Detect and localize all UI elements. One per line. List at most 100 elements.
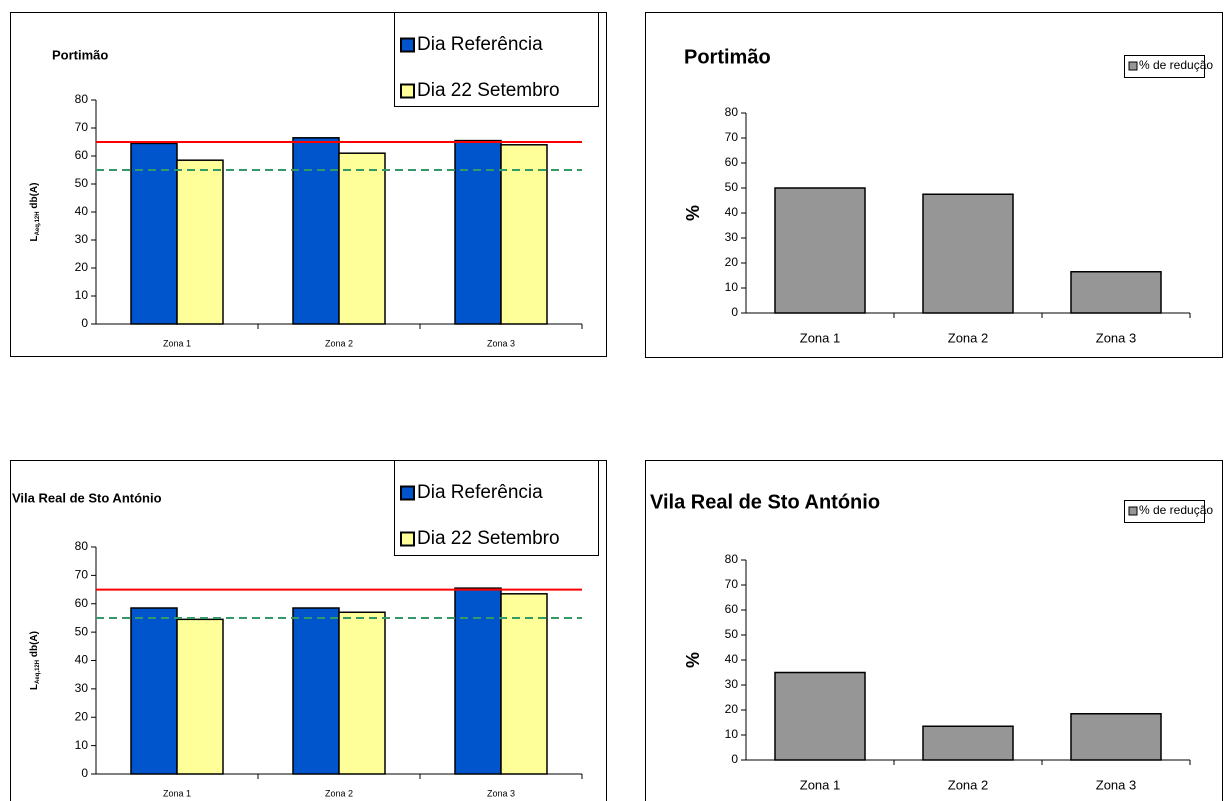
y-tick-label: 10 — [725, 727, 739, 741]
chart: Vila Real de Sto António 0 10 20 30 40 50 60 70 8… — [645, 460, 1223, 801]
chart: Portimão 0 10 20 30 40 50 60 70 80% Zona 1 Zona 2 Zo… — [645, 12, 1223, 358]
y-axis-label: % — [683, 652, 703, 668]
bar — [130, 142, 178, 325]
x-tick-label: Zona 1 — [800, 777, 840, 792]
bar — [338, 611, 386, 775]
y-tick-label: 50 — [75, 624, 89, 638]
y-tick-label: 10 — [75, 738, 89, 752]
x-tick-label: Zona 3 — [487, 788, 515, 798]
legend-frame — [1124, 55, 1205, 78]
y-label-unit: db(A) — [29, 182, 40, 208]
bar — [454, 139, 502, 325]
bar — [176, 618, 224, 775]
y-tick-label: 10 — [75, 288, 89, 302]
y-label-sub: Aeq,12H — [35, 211, 41, 235]
y-tick-label: 50 — [725, 180, 739, 194]
bar — [176, 159, 224, 325]
x-tick-label: Zona 3 — [487, 338, 515, 348]
legend-label: Dia Referência — [417, 34, 543, 55]
x-tick-label: Zona 3 — [1096, 330, 1136, 345]
y-tick-label: 80 — [75, 539, 89, 553]
y-tick-label: 0 — [731, 752, 738, 766]
bar — [774, 671, 866, 761]
bar — [922, 193, 1014, 314]
x-tick-label: Zona 2 — [948, 330, 988, 345]
bar — [292, 607, 340, 775]
y-axis-label: LAeq,12H db(A) — [29, 631, 41, 690]
legend-label: % de redução — [1139, 503, 1213, 517]
y-tick-label: 80 — [75, 92, 89, 106]
y-tick-label: 80 — [725, 105, 739, 119]
y-tick-label: 0 — [731, 305, 738, 319]
bar — [130, 607, 178, 775]
legend-label: Dia 22 Setembro — [417, 80, 560, 101]
y-tick-label: 30 — [725, 230, 739, 244]
bar — [1070, 271, 1162, 314]
x-tick-label: Zona 3 — [1096, 777, 1136, 792]
y-tick-label: 20 — [75, 260, 89, 274]
legend-swatch — [400, 37, 415, 53]
bar — [500, 593, 548, 775]
y-tick-label: 60 — [75, 596, 89, 610]
chart-title: Vila Real de Sto António — [12, 490, 162, 505]
y-tick-label: 60 — [725, 155, 739, 169]
x-tick-label: Zona 1 — [163, 338, 191, 348]
y-tick-label: 0 — [81, 316, 88, 330]
y-tick-label: 40 — [75, 653, 89, 667]
y-tick-label: 30 — [75, 681, 89, 695]
y-label-sub: Aeq,12H — [35, 660, 41, 684]
y-label-unit: db(A) — [29, 631, 40, 657]
x-tick-label: Zona 2 — [948, 777, 988, 792]
y-tick-label: 70 — [75, 120, 89, 134]
bar — [1070, 713, 1162, 761]
y-tick-label: 50 — [75, 176, 89, 190]
y-tick-label: 40 — [725, 205, 739, 219]
bar — [454, 587, 502, 775]
legend-swatch — [1128, 61, 1138, 71]
y-tick-label: 10 — [725, 280, 739, 294]
legend-label: % de redução — [1139, 58, 1213, 72]
x-tick-label: Zona 1 — [800, 330, 840, 345]
y-tick-label: 70 — [725, 577, 739, 591]
y-tick-label: 0 — [81, 766, 88, 780]
legend-swatch — [1128, 506, 1138, 516]
legend-swatch — [400, 531, 415, 547]
y-tick-label: 30 — [725, 677, 739, 691]
chart: Portimão 0 10 20 30 40 50 60 70 80 LAeq,12H db(A) Z… — [10, 12, 607, 357]
y-tick-label: 80 — [725, 552, 739, 566]
y-label-main: L — [29, 684, 40, 690]
legend-swatch — [400, 83, 415, 99]
legend-label: Dia 22 Setembro — [417, 528, 560, 549]
legend-label: Dia Referência — [417, 482, 543, 503]
y-tick-label: 20 — [75, 709, 89, 723]
y-tick-label: 20 — [725, 255, 739, 269]
y-axis-label: % — [683, 205, 703, 221]
legend-frame — [394, 12, 599, 107]
x-tick-label: Zona 1 — [163, 788, 191, 798]
y-label-main: L — [29, 235, 40, 241]
y-tick-label: 20 — [725, 702, 739, 716]
chart-title: Vila Real de Sto António — [650, 491, 880, 513]
chart-title: Portimão — [52, 47, 108, 62]
chart-title: Portimão — [684, 46, 771, 68]
bar — [338, 152, 386, 325]
x-tick-label: Zona 2 — [325, 788, 353, 798]
bar — [922, 725, 1014, 761]
y-tick-label: 70 — [725, 130, 739, 144]
bar — [500, 144, 548, 325]
y-tick-label: 60 — [75, 148, 89, 162]
y-tick-label: 60 — [725, 602, 739, 616]
bar — [292, 137, 340, 325]
y-axis-label: LAeq,12H db(A) — [29, 182, 41, 241]
legend-frame — [1124, 500, 1205, 523]
chart: Vila Real de Sto António 0 10 20 30 40 50 60 70 8… — [10, 460, 607, 801]
bar — [774, 187, 866, 314]
y-tick-label: 40 — [725, 652, 739, 666]
legend-frame — [394, 460, 599, 556]
legend-swatch — [400, 485, 415, 501]
y-tick-label: 70 — [75, 568, 89, 582]
y-tick-label: 40 — [75, 204, 89, 218]
y-tick-label: 30 — [75, 232, 89, 246]
y-tick-label: 50 — [725, 627, 739, 641]
